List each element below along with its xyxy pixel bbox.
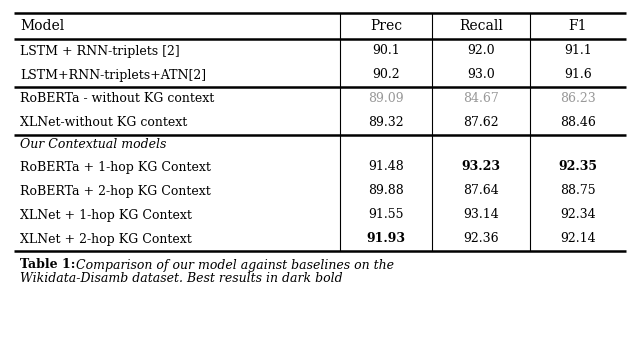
Text: 90.1: 90.1	[372, 45, 400, 57]
Text: RoBERTa - without KG context: RoBERTa - without KG context	[20, 93, 214, 105]
Text: 91.1: 91.1	[564, 45, 592, 57]
Text: 91.6: 91.6	[564, 69, 592, 81]
Text: 86.23: 86.23	[560, 93, 596, 105]
Text: XLNet + 1-hop KG Context: XLNet + 1-hop KG Context	[20, 208, 192, 221]
Text: LSTM + RNN-triplets [2]: LSTM + RNN-triplets [2]	[20, 45, 180, 57]
Text: XLNet-without KG context: XLNet-without KG context	[20, 117, 188, 129]
Text: 88.75: 88.75	[560, 184, 596, 198]
Text: 89.09: 89.09	[368, 93, 404, 105]
Text: 92.36: 92.36	[463, 232, 499, 245]
Text: Prec: Prec	[370, 19, 402, 33]
Text: F1: F1	[569, 19, 588, 33]
Text: 93.14: 93.14	[463, 208, 499, 221]
Text: 92.35: 92.35	[559, 160, 598, 174]
Text: Recall: Recall	[459, 19, 503, 33]
Text: 93.0: 93.0	[467, 69, 495, 81]
Text: 92.34: 92.34	[560, 208, 596, 221]
Text: Model: Model	[20, 19, 64, 33]
Text: Comparison of our model against baselines on the: Comparison of our model against baseline…	[72, 259, 394, 271]
Text: 92.14: 92.14	[560, 232, 596, 245]
Text: 89.32: 89.32	[368, 117, 404, 129]
Text: Our Contextual models: Our Contextual models	[20, 139, 166, 151]
Text: 93.23: 93.23	[461, 160, 500, 174]
Text: 91.48: 91.48	[368, 160, 404, 174]
Text: 91.55: 91.55	[368, 208, 404, 221]
Text: RoBERTa + 1-hop KG Context: RoBERTa + 1-hop KG Context	[20, 160, 211, 174]
Text: 91.93: 91.93	[367, 232, 406, 245]
Text: 88.46: 88.46	[560, 117, 596, 129]
Text: 87.64: 87.64	[463, 184, 499, 198]
Text: 92.0: 92.0	[467, 45, 495, 57]
Text: LSTM+RNN-triplets+ATN[2]: LSTM+RNN-triplets+ATN[2]	[20, 69, 206, 81]
Text: 90.2: 90.2	[372, 69, 400, 81]
Text: 87.62: 87.62	[463, 117, 499, 129]
Text: Table 1:: Table 1:	[20, 259, 76, 271]
Text: RoBERTa + 2-hop KG Context: RoBERTa + 2-hop KG Context	[20, 184, 211, 198]
Text: 84.67: 84.67	[463, 93, 499, 105]
Text: XLNet + 2-hop KG Context: XLNet + 2-hop KG Context	[20, 232, 192, 245]
Text: 89.88: 89.88	[368, 184, 404, 198]
Text: Wikidata-Disamb dataset. Best results in dark bold: Wikidata-Disamb dataset. Best results in…	[20, 272, 342, 285]
